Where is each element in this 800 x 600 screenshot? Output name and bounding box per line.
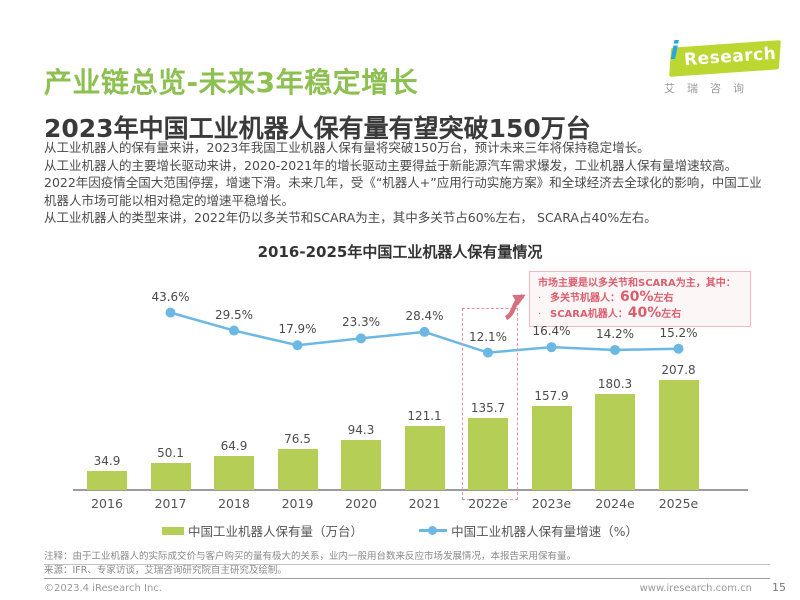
x-axis-label: 2025e [658, 496, 699, 511]
logo-i-glyph: i [670, 36, 679, 65]
x-axis-label: 2016 [91, 496, 123, 511]
bar-value-label: 121.1 [407, 408, 442, 423]
bar-2016 [87, 471, 127, 490]
footnotes: 注释：由于工业机器人的实际成交价与客户购买的量有极大的关系，业内一般用台数来反应… [44, 551, 770, 579]
growth-rate-label: 15.2% [659, 325, 698, 340]
chart-title: 2016-2025年中国工业机器人保有量情况 [257, 243, 543, 261]
paragraph-holdings: 从工业机器人的保有量来讲，2023年我国工业机器人保有量将突破150万台，预计未… [44, 140, 650, 155]
bar-value-label: 207.8 [661, 362, 696, 377]
footer-bar: ©2023.4 iResearch Inc. www.iresearch.com… [44, 581, 786, 594]
x-axis-line [73, 489, 748, 491]
growth-rate-label: 12.1% [468, 329, 508, 344]
growth-rate-label: 16.4% [532, 324, 571, 339]
growth-point-marker [419, 326, 430, 337]
growth-line-series [165, 307, 684, 358]
note-row: 注释：由于工业机器人的实际成交价与客户购买的量有极大的关系，业内一般用台数来反应… [44, 551, 770, 565]
website-link[interactable]: www.iresearch.com.cn [639, 583, 752, 594]
x-axis-label: 2017 [154, 496, 187, 511]
x-axis-label: 2020 [345, 496, 377, 511]
bar-2023e [531, 406, 572, 490]
callout-arrow-icon [504, 294, 526, 321]
annotation-item-multijoint: · 多关节机器人：60%左右 [538, 290, 742, 306]
bar-value-label: 50.1 [157, 446, 184, 461]
growth-rate-label: 43.6% [151, 289, 190, 304]
bullet-icon: · [538, 293, 542, 304]
annotation-label: SCARA机器人： [550, 309, 628, 320]
bar-2024e [595, 394, 635, 490]
x-axis-label: 2018 [218, 496, 250, 511]
iresearch-logo: Research i 艾瑞咨询 [658, 36, 790, 96]
growth-point-marker [546, 342, 557, 353]
x-axis-label: 2021 [408, 496, 441, 511]
x-axis-label: 2022e [468, 496, 508, 511]
growth-rate-label: 14.2% [595, 326, 635, 341]
copyright-text: ©2023.4 iResearch Inc. [44, 583, 162, 594]
summary-text: 从工业机器人的保有量来讲，2023年我国工业机器人保有量将突破150万台，预计未… [44, 139, 762, 227]
line-swatch-icon [419, 525, 448, 535]
legend-item-bars: 中国工业机器人保有量（万台） [162, 521, 363, 540]
bar-2022e [468, 417, 508, 490]
x-axis-label: 2024e [595, 496, 635, 511]
growth-rate-label: 17.9% [278, 322, 317, 337]
bar-2025e [658, 379, 699, 490]
source-row: 来源：IFR、专家访谈，艾瑞咨询研究院自主研究及绘制。 [44, 565, 770, 579]
page-subtitle: 2023年中国工业机器人保有量有望突破150万台 [44, 113, 591, 143]
bar-2020 [341, 439, 381, 490]
growth-point-marker [292, 340, 303, 351]
growth-point-marker [483, 347, 493, 358]
growth-rate-label: 29.5% [214, 307, 254, 322]
bar-2018 [214, 455, 254, 490]
bullet-icon: · [538, 309, 542, 320]
page-title: 产业链总览-未来3年稳定增长 [44, 65, 419, 99]
bar-value-label: 135.7 [470, 400, 506, 415]
bar-2017 [150, 463, 191, 490]
growth-rate-label: 28.4% [405, 308, 444, 323]
bar-2021 [404, 425, 445, 490]
annotation-label: 多关节机器人： [550, 293, 620, 304]
bar-value-label: 157.9 [534, 389, 569, 404]
page-number: 15 [772, 581, 786, 594]
paragraph-growth-drivers: 从工业机器人的主要增长驱动来讲，2020-2021年的增长驱动主要得益于新能源汽… [44, 157, 762, 208]
annotation-value: 60% [620, 289, 654, 305]
paragraph-robot-types: 从工业机器人的类型来讲，2022年仍以多关节和SCARA为主，其中多关节占60%… [44, 210, 657, 226]
combo-chart: 市场主要是以多关节和SCARA为主，其中： · 多关节机器人：60%左右 · SCA… [0, 260, 800, 520]
bar-2019 [277, 449, 318, 490]
annotation-title: 市场主要是以多关节和SCARA为主，其中： [538, 278, 736, 289]
bar-value-label: 64.9 [220, 438, 248, 453]
growth-point-marker [610, 344, 620, 355]
annotation-suffix: 左右 [653, 293, 674, 304]
logo-chinese-name: 艾瑞咨询 [664, 82, 756, 95]
chart-legend: 中国工业机器人保有量（万台） 中国工业机器人保有量增速（%） [0, 521, 800, 540]
bar-value-label: 94.3 [347, 422, 375, 437]
line-dot-icon [428, 525, 438, 535]
legend-item-line: 中国工业机器人保有量增速（%） [419, 521, 638, 540]
bar-swatch-icon [162, 526, 185, 535]
growth-rate-label: 23.3% [341, 315, 381, 330]
highlight-2022e-box [462, 308, 518, 500]
bar-value-label: 180.3 [597, 377, 633, 392]
annotation-item-scara: · SCARA机器人：40%左右 [538, 306, 742, 322]
growth-point-marker [165, 307, 176, 318]
legend-label-line: 中国工业机器人保有量增速（%） [451, 524, 638, 539]
legend-label-bars: 中国工业机器人保有量（万台） [188, 524, 364, 539]
x-axis-label: 2019 [281, 496, 314, 511]
annotation-value: 40% [627, 305, 662, 321]
x-axis-label: 2023e [531, 496, 572, 511]
growth-point-marker [229, 325, 239, 336]
growth-point-marker [356, 333, 366, 344]
bar-value-label: 34.9 [93, 454, 121, 469]
growth-point-marker [673, 343, 684, 354]
annotation-suffix: 左右 [661, 309, 682, 320]
annotation-callout: 市场主要是以多关节和SCARA为主，其中： · 多关节机器人：60%左右 · SCA… [529, 271, 751, 327]
bar-value-label: 76.5 [284, 432, 311, 447]
